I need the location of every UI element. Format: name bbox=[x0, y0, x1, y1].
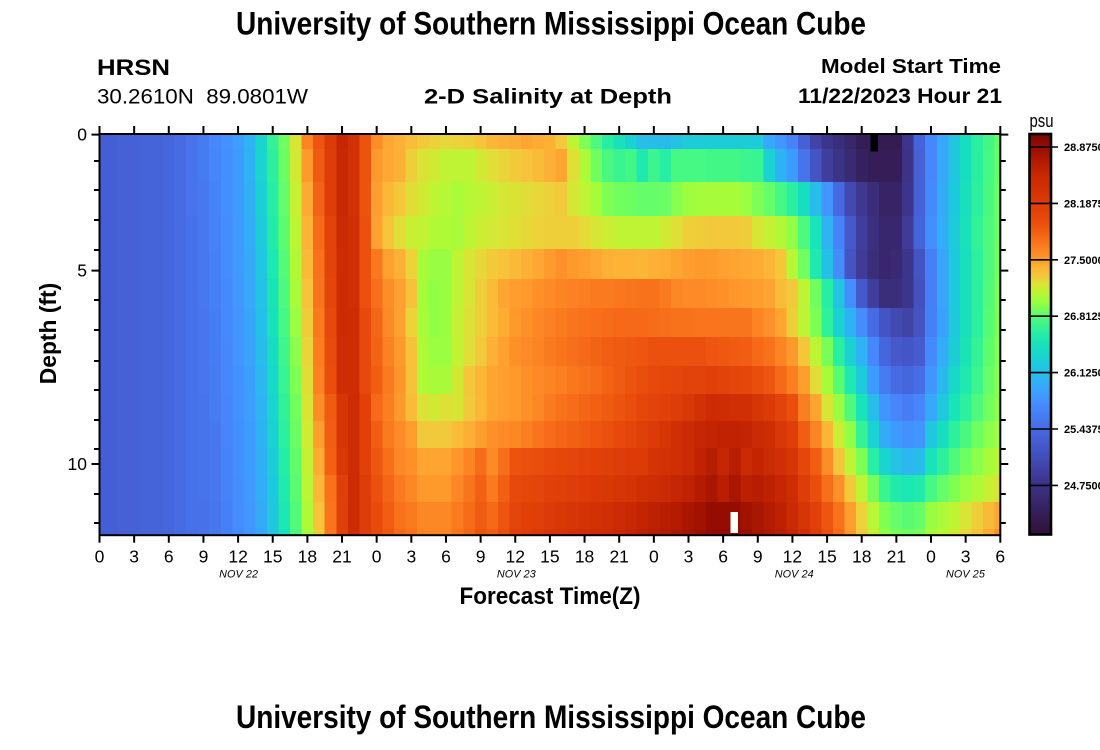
svg-text:28.1875: 28.1875 bbox=[1064, 198, 1100, 210]
svg-text:6: 6 bbox=[164, 547, 174, 567]
svg-text:0: 0 bbox=[372, 547, 382, 567]
svg-text:18: 18 bbox=[298, 547, 317, 567]
svg-text:26.1250: 26.1250 bbox=[1064, 368, 1100, 380]
svg-text:3: 3 bbox=[961, 547, 971, 567]
svg-text:30.2610N 89.0801W: 30.2610N 89.0801W bbox=[97, 86, 308, 109]
svg-text:6: 6 bbox=[441, 547, 451, 567]
svg-text:0: 0 bbox=[77, 125, 87, 145]
svg-text:NOV 22: NOV 22 bbox=[219, 569, 258, 581]
svg-text:21: 21 bbox=[609, 547, 628, 567]
svg-text:21: 21 bbox=[887, 547, 906, 567]
svg-text:9: 9 bbox=[753, 547, 763, 567]
svg-text:12: 12 bbox=[506, 547, 525, 567]
svg-text:University of Southern Mississ: University of Southern Mississippi Ocean… bbox=[236, 6, 866, 42]
svg-text:3: 3 bbox=[129, 547, 139, 567]
svg-text:11/22/2023 Hour 21: 11/22/2023 Hour 21 bbox=[798, 85, 1002, 108]
svg-text:27.5000: 27.5000 bbox=[1064, 255, 1100, 267]
svg-text:10: 10 bbox=[68, 454, 88, 474]
svg-text:3: 3 bbox=[406, 547, 416, 567]
svg-text:0: 0 bbox=[649, 547, 659, 567]
svg-text:18: 18 bbox=[852, 547, 871, 567]
svg-text:Depth (ft): Depth (ft) bbox=[35, 283, 61, 385]
svg-text:12: 12 bbox=[228, 547, 247, 567]
svg-text:6: 6 bbox=[718, 547, 728, 567]
svg-text:15: 15 bbox=[263, 547, 282, 567]
svg-text:28.8750: 28.8750 bbox=[1064, 142, 1100, 154]
svg-text:Forecast Time(Z): Forecast Time(Z) bbox=[460, 583, 641, 610]
svg-text:Model Start Time: Model Start Time bbox=[821, 55, 1001, 78]
svg-text:6: 6 bbox=[995, 547, 1005, 567]
svg-text:21: 21 bbox=[332, 547, 351, 567]
svg-text:5: 5 bbox=[77, 261, 87, 281]
svg-text:NOV 25: NOV 25 bbox=[946, 569, 986, 581]
svg-text:26.8125: 26.8125 bbox=[1064, 311, 1100, 323]
svg-text:NOV 23: NOV 23 bbox=[497, 569, 536, 581]
svg-text:HRSN: HRSN bbox=[97, 55, 170, 80]
svg-text:0: 0 bbox=[95, 547, 105, 567]
svg-text:15: 15 bbox=[817, 547, 836, 567]
svg-text:15: 15 bbox=[540, 547, 559, 567]
svg-text:0: 0 bbox=[926, 547, 936, 567]
svg-text:3: 3 bbox=[684, 547, 694, 567]
svg-text:9: 9 bbox=[199, 547, 209, 567]
svg-text:12: 12 bbox=[783, 547, 802, 567]
svg-text:University of Southern Mississ: University of Southern Mississippi Ocean… bbox=[236, 699, 866, 735]
svg-text:24.7500: 24.7500 bbox=[1064, 480, 1100, 492]
svg-text:9: 9 bbox=[476, 547, 486, 567]
svg-text:NOV 24: NOV 24 bbox=[775, 569, 814, 581]
svg-text:2-D Salinity at Depth: 2-D Salinity at Depth bbox=[424, 86, 672, 109]
svg-text:25.4375: 25.4375 bbox=[1064, 424, 1100, 436]
svg-text:18: 18 bbox=[575, 547, 594, 567]
svg-text:psu: psu bbox=[1030, 111, 1054, 131]
